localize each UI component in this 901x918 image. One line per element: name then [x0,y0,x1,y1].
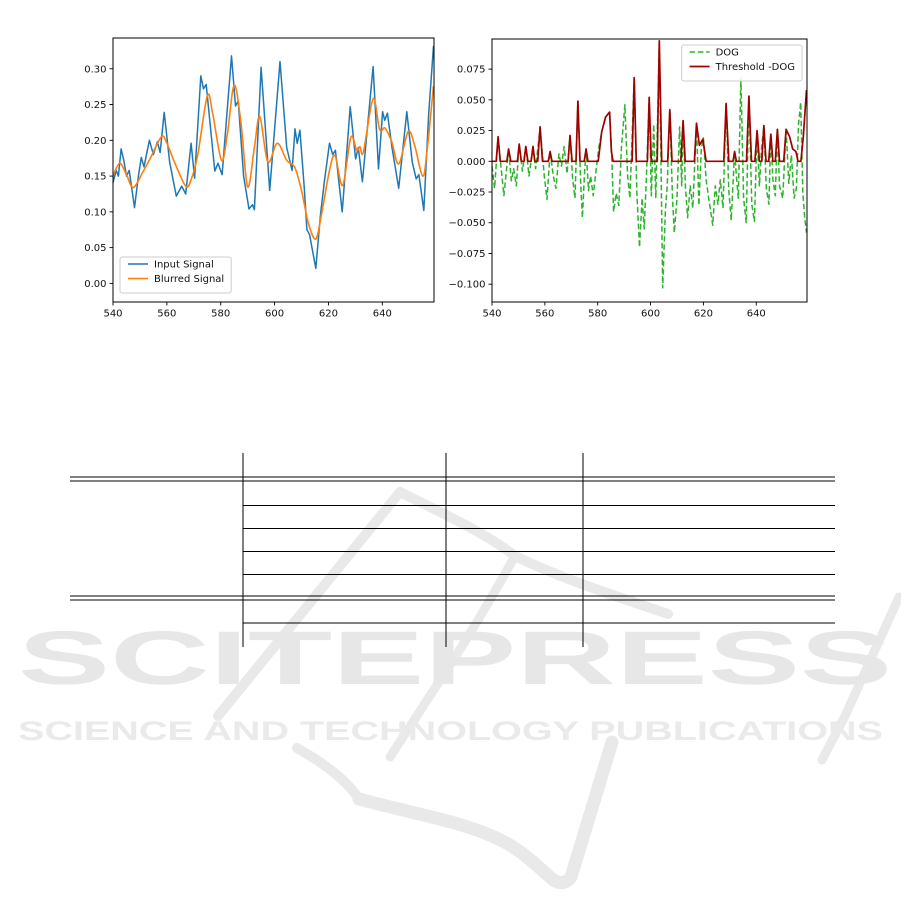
x-tick-label: 580 [211,309,230,320]
plot-border [112,37,435,303]
y-tick-label: −0.100 [448,280,485,291]
scitepress-watermark: SCITEPRESS SCIENCE AND TECHNOLOGY PUBLIC… [18,487,901,890]
x-tick-label: 600 [265,309,284,320]
y-tick-label: 0.30 [84,64,106,75]
legend-label: DOG [716,48,739,59]
watermark-subtitle: SCIENCE AND TECHNOLOGY PUBLICATIONS [18,716,883,746]
x-tick-label: 620 [694,309,713,320]
y-tick-label: 0.25 [84,100,106,111]
y-tick-label: −0.025 [448,188,485,199]
y-tick-label: −0.050 [448,218,485,229]
watermark-title: SCITEPRESS [18,616,892,701]
logo-right-diagonal [817,592,901,765]
legend-label: Blurred Signal [154,274,224,285]
y-tick-label: 0.05 [84,243,106,254]
scitepress-logo-graphic [213,487,901,890]
y-tick-label: 0.15 [84,172,106,183]
x-tick-label: 600 [641,309,660,320]
chart-dog-vs-threshold-dog: 540 560 580 600 620 640 −0.100 −0.075 −0.050 −0.0… [448,38,808,320]
legend: Input Signal Blurred Signal [119,256,232,294]
chart-input-vs-blurred-signal: 540 560 580 600 620 640 0.00 0.05 0.10 0.15 0.20 0.… [84,37,435,320]
legend-frame [119,256,232,294]
y-tick-label: 0.050 [457,95,486,106]
legend-label: Input Signal [154,260,214,271]
y-tick-label: −0.075 [448,249,485,260]
legend: DOG Threshold -DOG [681,44,803,82]
logo-cusp-down-stroke [385,551,520,762]
logo-beak-stroke [292,743,364,804]
x-tick-label: 560 [535,309,554,320]
y-tick-label: 0.000 [457,157,486,168]
x-tick-label: 620 [319,309,338,320]
logo-peak-left-edge [213,487,405,721]
x-tick-label: 640 [373,309,392,320]
y-tick-label: 0.20 [84,136,106,147]
x-tick-label: 580 [588,309,607,320]
y-tick-label: 0.075 [457,65,486,76]
plot-border [491,38,808,303]
x-tick-label: 540 [103,309,122,320]
figure-row: 540 560 580 600 620 640 0.00 0.05 0.10 0.15 0.20 0.… [84,37,808,320]
results-table-skeleton [70,453,835,647]
logo-swoosh-stroke [352,735,619,890]
y-tick-label: 0.10 [84,207,106,218]
x-tick-label: 540 [482,309,501,320]
y-tick-label: 0.00 [84,279,106,290]
legend-frame [681,44,803,82]
y-tick-label: 0.025 [457,126,486,137]
x-tick-label: 560 [157,309,176,320]
legend-label: Threshold -DOG [715,62,795,73]
x-tick-label: 640 [747,309,766,320]
series-input-signal [112,45,435,270]
series-threshold-dog [492,39,808,163]
series-blurred-signal [112,84,435,240]
